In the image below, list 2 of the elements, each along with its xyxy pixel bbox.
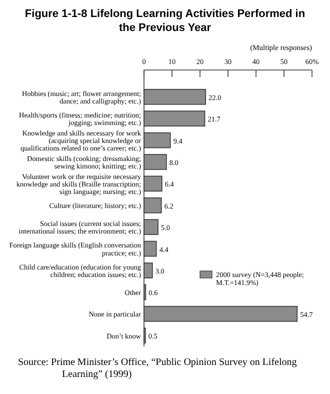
source-note: Source: Prime Minister’s Office, “Public Opinion Survey on Lifelong Learning” (1999): [18, 357, 297, 380]
chart-title: Figure 1-1-8 Lifelong Learning Activities Performed in the Previous Year: [24, 8, 306, 34]
